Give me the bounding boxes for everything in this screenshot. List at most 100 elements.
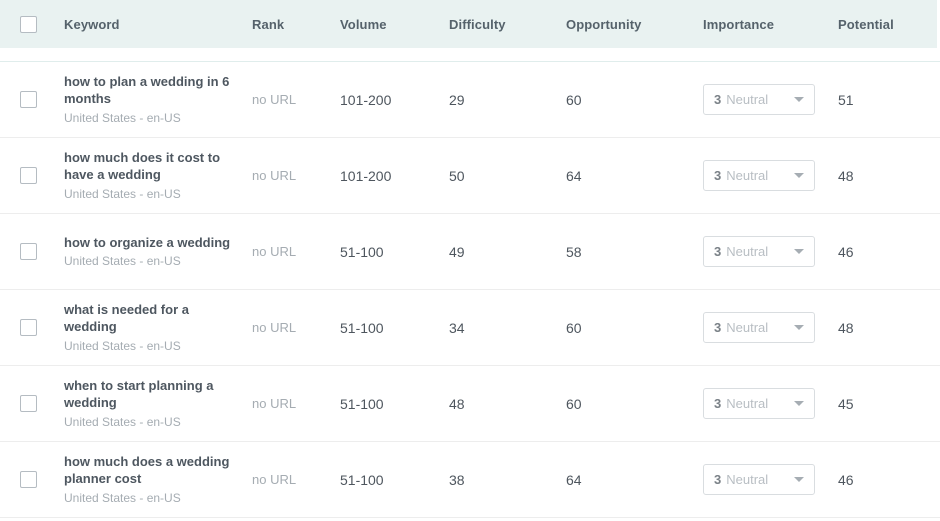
potential-value: 48: [838, 167, 854, 184]
select-all-checkbox[interactable]: [20, 15, 37, 33]
column-header-importance[interactable]: Importance: [703, 16, 775, 32]
column-header-difficulty[interactable]: Difficulty: [449, 16, 506, 32]
row-select-cell: [0, 395, 64, 412]
importance-label: Neutral: [726, 472, 769, 487]
potential-value: 51: [838, 91, 854, 108]
keyword-locale: United States - en-US: [64, 490, 181, 505]
keyword-cell: how to organize a wedding United States …: [64, 235, 252, 269]
volume-value: 51-100: [340, 243, 384, 260]
table-header: Keyword Rank Volume Difficulty Opportuni…: [0, 0, 937, 48]
keyword-locale: United States - en-US: [64, 338, 181, 353]
potential-value: 46: [838, 243, 854, 260]
opportunity-value: 58: [566, 243, 582, 260]
chevron-down-icon: [794, 477, 804, 482]
keyword-cell: when to start planning a wedding United …: [64, 378, 252, 429]
importance-label: Neutral: [726, 244, 769, 259]
keyword-link[interactable]: how much does it cost to have a wedding: [64, 150, 221, 182]
importance-cell: 3 Neutral: [703, 388, 838, 419]
keyword-link[interactable]: how much does a wedding planner cost: [64, 454, 230, 486]
importance-value: 3: [714, 320, 722, 335]
rank-value: no URL: [252, 168, 297, 183]
importance-cell: 3 Neutral: [703, 236, 838, 267]
column-header-rank[interactable]: Rank: [252, 16, 285, 32]
table-row: how much does it cost to have a wedding …: [0, 138, 940, 214]
row-select-cell: [0, 471, 64, 488]
keyword-link[interactable]: when to start planning a wedding: [64, 378, 214, 410]
importance-value: 3: [714, 472, 722, 487]
rank-value: no URL: [252, 396, 297, 411]
potential-value: 46: [838, 471, 854, 488]
importance-label: Neutral: [726, 168, 769, 183]
importance-cell: 3 Neutral: [703, 464, 838, 495]
keyword-link[interactable]: what is needed for a wedding: [64, 302, 189, 334]
row-checkbox[interactable]: [20, 243, 37, 260]
chevron-down-icon: [794, 249, 804, 254]
keyword-locale: United States - en-US: [64, 254, 181, 269]
rank-value: no URL: [252, 320, 297, 335]
column-header-volume[interactable]: Volume: [340, 16, 387, 32]
rank-value: no URL: [252, 472, 297, 487]
row-checkbox[interactable]: [20, 319, 37, 336]
row-select-cell: [0, 167, 64, 184]
importance-value: 3: [714, 244, 722, 259]
chevron-down-icon: [794, 401, 804, 406]
keyword-cell: how much does it cost to have a wedding …: [64, 150, 252, 201]
row-select-cell: [0, 319, 64, 336]
rank-value: no URL: [252, 244, 297, 259]
table-row: how to plan a wedding in 6 months United…: [0, 62, 940, 138]
volume-value: 51-100: [340, 471, 384, 488]
difficulty-value: 29: [449, 91, 465, 108]
importance-cell: 3 Neutral: [703, 84, 838, 115]
importance-dropdown[interactable]: 3 Neutral: [703, 160, 815, 191]
select-all-cell: [0, 15, 64, 33]
difficulty-value: 38: [449, 471, 465, 488]
opportunity-value: 64: [566, 471, 582, 488]
row-checkbox[interactable]: [20, 167, 37, 184]
importance-label: Neutral: [726, 92, 769, 107]
importance-label: Neutral: [726, 320, 769, 335]
keyword-locale: United States - en-US: [64, 186, 181, 201]
importance-value: 3: [714, 168, 722, 183]
importance-dropdown[interactable]: 3 Neutral: [703, 388, 815, 419]
importance-dropdown[interactable]: 3 Neutral: [703, 312, 815, 343]
potential-value: 48: [838, 319, 854, 336]
keyword-cell: how to plan a wedding in 6 months United…: [64, 74, 252, 125]
chevron-down-icon: [794, 97, 804, 102]
difficulty-value: 50: [449, 167, 465, 184]
importance-cell: 3 Neutral: [703, 312, 838, 343]
importance-value: 3: [714, 92, 722, 107]
keyword-link[interactable]: how to plan a wedding in 6 months: [64, 74, 230, 106]
importance-dropdown[interactable]: 3 Neutral: [703, 84, 815, 115]
importance-dropdown[interactable]: 3 Neutral: [703, 236, 815, 267]
keyword-link[interactable]: how to organize a wedding: [64, 234, 231, 250]
opportunity-value: 60: [566, 319, 582, 336]
volume-value: 101-200: [340, 167, 392, 184]
keyword-cell: what is needed for a wedding United Stat…: [64, 302, 252, 353]
importance-dropdown[interactable]: 3 Neutral: [703, 464, 815, 495]
keyword-locale: United States - en-US: [64, 414, 181, 429]
keyword-locale: United States - en-US: [64, 110, 181, 125]
chevron-down-icon: [794, 173, 804, 178]
column-header-potential[interactable]: Potential: [838, 16, 894, 32]
opportunity-value: 64: [566, 167, 582, 184]
difficulty-value: 49: [449, 243, 465, 260]
opportunity-value: 60: [566, 395, 582, 412]
potential-value: 45: [838, 395, 854, 412]
importance-cell: 3 Neutral: [703, 160, 838, 191]
row-checkbox[interactable]: [20, 471, 37, 488]
table-row: when to start planning a wedding United …: [0, 366, 940, 442]
difficulty-value: 34: [449, 319, 465, 336]
row-checkbox[interactable]: [20, 91, 37, 108]
table-body: how to plan a wedding in 6 months United…: [0, 61, 940, 518]
column-header-opportunity[interactable]: Opportunity: [566, 16, 642, 32]
volume-value: 101-200: [340, 91, 392, 108]
row-checkbox[interactable]: [20, 395, 37, 412]
column-header-keyword[interactable]: Keyword: [64, 16, 120, 32]
table-row: how to organize a wedding United States …: [0, 214, 940, 290]
importance-value: 3: [714, 396, 722, 411]
table-row: what is needed for a wedding United Stat…: [0, 290, 940, 366]
table-row: how much does a wedding planner cost Uni…: [0, 442, 940, 518]
row-select-cell: [0, 243, 64, 260]
row-select-cell: [0, 91, 64, 108]
rank-value: no URL: [252, 92, 297, 107]
